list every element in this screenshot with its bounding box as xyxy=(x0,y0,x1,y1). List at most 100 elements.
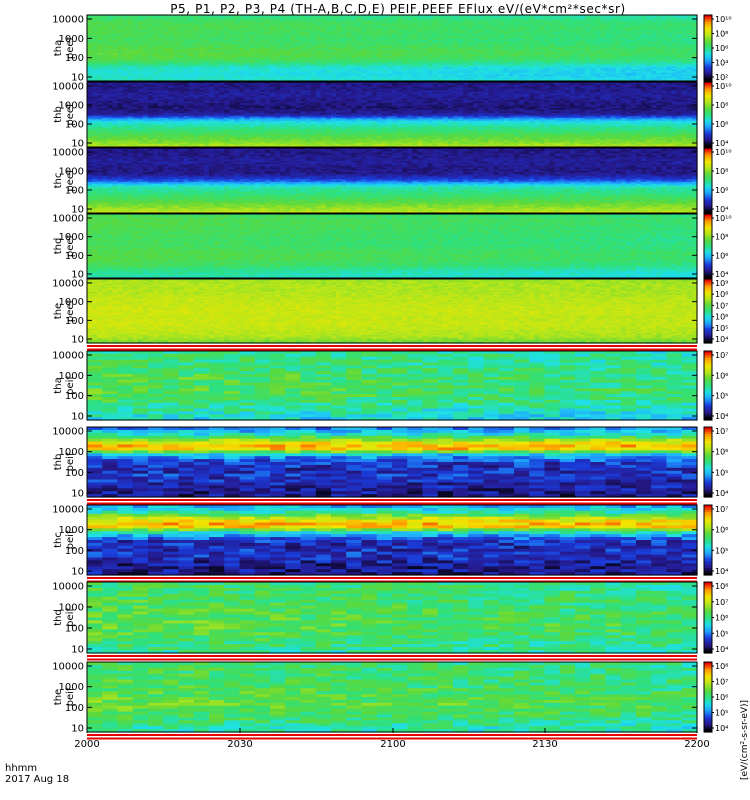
spectrogram-cell xyxy=(112,34,119,38)
spectrogram-cell xyxy=(122,54,129,57)
spectrogram-cell xyxy=(163,54,169,57)
spectrogram-cell xyxy=(183,18,190,21)
spectrogram-cell xyxy=(219,21,225,24)
spectrogram-cell xyxy=(305,79,312,82)
spectrogram-cell xyxy=(381,56,388,59)
spectrogram-cell xyxy=(427,76,434,79)
spectrogram-cell xyxy=(397,41,403,44)
spectrogram-cell xyxy=(447,77,454,80)
spectrogram-cell xyxy=(392,77,398,80)
spectrogram-cell xyxy=(229,21,236,24)
spectrogram-cell xyxy=(285,66,291,69)
spectrogram-cell xyxy=(209,19,215,23)
spectrogram-cell xyxy=(320,31,327,34)
spectrogram-cell xyxy=(412,51,419,54)
spectrogram-cell xyxy=(331,15,337,18)
spectrogram-cell xyxy=(163,24,169,28)
spectrogram-cell xyxy=(158,39,164,42)
spectrogram-cell xyxy=(407,38,413,41)
spectrogram-cell xyxy=(402,77,408,80)
spectrogram-cell xyxy=(300,31,307,34)
spectrogram-cell xyxy=(295,19,302,23)
spectrogram-cell xyxy=(432,34,439,38)
spectrogram-cell xyxy=(229,56,236,59)
spectrogram-cell xyxy=(290,23,297,26)
spectrogram-cell xyxy=(244,57,251,61)
spectrogram-cell xyxy=(346,23,352,26)
spectrogram-cell xyxy=(315,19,322,23)
spectrogram-cell xyxy=(264,67,271,71)
spectrogram-cell xyxy=(315,38,322,41)
spectrogram-cell xyxy=(183,48,190,51)
spectrogram-cell xyxy=(310,67,317,71)
spectrogram-cell xyxy=(310,31,317,34)
spectrogram-cell xyxy=(122,76,129,79)
spectrogram-cell xyxy=(458,69,464,72)
spectrogram-cell xyxy=(209,67,215,71)
spectrogram-cell xyxy=(264,24,271,28)
spectrogram-cell xyxy=(249,24,256,28)
spectrogram-cell xyxy=(427,43,434,46)
spectrogram-cell xyxy=(198,59,205,62)
spectrogram-cell xyxy=(336,18,342,21)
spectrogram-cell xyxy=(254,38,261,41)
spectrogram-cell xyxy=(158,67,164,71)
spectrogram-cell xyxy=(112,57,119,61)
spectrogram-cell xyxy=(178,51,185,54)
spectrogram-cell xyxy=(239,62,246,66)
spectrogram-image xyxy=(87,82,698,148)
spectrogram-cell xyxy=(356,44,363,47)
spectrogram-cell xyxy=(320,21,327,24)
spectrogram-cell xyxy=(239,59,246,62)
spectrogram-cell xyxy=(305,36,312,39)
spectrogram-cell xyxy=(351,64,358,67)
spectrogram-cell xyxy=(458,34,464,38)
spectrogram-cell xyxy=(163,46,169,49)
spectrogram-cell xyxy=(168,59,175,62)
spectrogram-cell xyxy=(183,62,190,66)
spectrogram-cell xyxy=(163,77,169,80)
spectrogram-cell xyxy=(244,64,251,67)
spectrogram-cell xyxy=(254,26,261,29)
spectrogram-cell xyxy=(117,26,124,29)
spectrogram-cell xyxy=(356,31,363,34)
spectrogram-cell xyxy=(209,48,215,51)
spectrogram-cell xyxy=(153,24,159,28)
spectrogram-cell xyxy=(264,71,271,74)
spectrogram-cell xyxy=(463,21,469,24)
spectrogram-cell xyxy=(346,59,352,62)
spectrogram-cell xyxy=(366,69,373,72)
spectrogram-cell xyxy=(315,26,322,29)
spectrogram-cell xyxy=(463,52,469,56)
spectrogram-cell xyxy=(458,57,464,61)
spectrogram-cell xyxy=(310,44,317,47)
spectrogram-cell xyxy=(132,67,139,71)
spectrogram-cell xyxy=(193,43,200,46)
spectrogram-cell xyxy=(407,36,413,39)
spectrogram-cell xyxy=(214,31,220,34)
spectrogram-cell xyxy=(346,74,352,77)
spectrogram-cell xyxy=(198,29,205,33)
spectrogram-cell xyxy=(259,31,266,34)
spectrogram-cell xyxy=(122,21,129,24)
spectrogram-cell xyxy=(102,18,108,21)
spectrogram-cell xyxy=(381,34,388,38)
spectrogram-cell xyxy=(412,52,419,56)
spectrogram-cell xyxy=(336,43,342,46)
spectrogram-cell xyxy=(142,16,149,19)
spectrogram-cell xyxy=(209,36,215,39)
spectrogram-cell xyxy=(117,54,124,57)
spectrogram-cell xyxy=(224,66,230,69)
spectrogram-cell xyxy=(402,54,408,57)
spectrogram-cell xyxy=(254,46,261,49)
spectrogram-cell xyxy=(331,29,337,33)
spectrogram-cell xyxy=(407,72,413,75)
spectrogram-cell xyxy=(148,71,154,74)
spectrogram-cell xyxy=(341,49,347,52)
spectrogram-cell xyxy=(244,41,251,44)
spectrogram-cell xyxy=(122,33,129,36)
spectrogram-cell xyxy=(346,57,352,61)
spectrogram-cell xyxy=(290,62,297,66)
spectrogram-cell xyxy=(219,62,225,66)
spectrogram-cell xyxy=(366,26,373,29)
